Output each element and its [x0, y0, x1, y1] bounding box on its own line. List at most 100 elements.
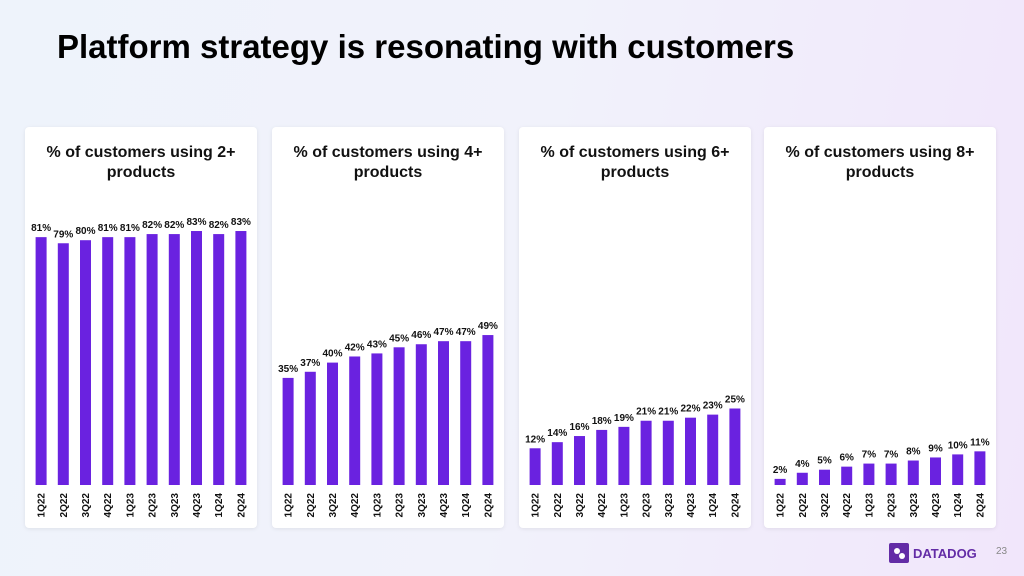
bar	[235, 231, 247, 485]
x-tick-label: 2Q24	[975, 493, 986, 518]
bar	[685, 417, 696, 485]
x-tick-label: 3Q23	[909, 493, 920, 518]
x-tick-label: 1Q23	[619, 493, 630, 518]
bar	[304, 371, 316, 485]
value-label: 47%	[433, 327, 453, 338]
value-label: 5%	[817, 456, 832, 467]
value-label: 7%	[862, 450, 877, 461]
brand-logo: DATADOG	[889, 543, 977, 563]
bar	[213, 234, 225, 485]
chart: 12% 1Q22 14% 2Q22 16% 3Q22 18% 4Q22 19% 1Q23 21% 2Q…	[525, 395, 745, 518]
x-tick-label: 3Q23	[664, 493, 675, 518]
value-label: 47%	[456, 327, 476, 338]
x-tick-label: 1Q23	[864, 493, 875, 518]
chart-title: % of customers using 8+ products	[785, 144, 975, 181]
value-label: 8%	[906, 447, 921, 458]
value-label: 81%	[98, 223, 118, 234]
x-tick-label: 2Q22	[306, 493, 317, 518]
x-tick-label: 2Q24	[730, 493, 741, 518]
bar	[974, 451, 986, 485]
page-number: 23	[996, 546, 1008, 557]
value-label: 83%	[186, 217, 206, 228]
value-label: 82%	[164, 220, 184, 231]
bar	[596, 429, 608, 485]
bar	[80, 240, 91, 485]
x-tick-label: 1Q24	[953, 493, 964, 518]
value-label: 42%	[345, 342, 365, 353]
value-label: 12%	[525, 434, 545, 445]
x-tick-label: 1Q23	[372, 493, 383, 518]
x-tick-label: 4Q23	[686, 493, 697, 518]
bar	[551, 442, 563, 485]
x-tick-label: 2Q24	[236, 493, 247, 518]
value-label: 7%	[884, 450, 899, 461]
bar	[930, 457, 941, 485]
bar	[841, 466, 853, 485]
x-tick-label: 1Q24	[214, 493, 225, 518]
x-tick-label: 3Q23	[417, 493, 428, 518]
bar	[35, 237, 47, 485]
logo-icon	[889, 543, 909, 563]
bar	[819, 469, 830, 485]
bar	[460, 341, 472, 485]
chart: 2% 1Q22 4% 2Q22 5% 3Q22 6% 4Q22 7% 1Q23 7% 2Q23 8% 3Q…	[773, 437, 990, 518]
x-tick-label: 1Q24	[461, 493, 472, 518]
x-tick-label: 1Q24	[708, 493, 719, 518]
chart: 35% 1Q22 37% 2Q22 40% 3Q22 42% 4Q22 43% 1Q23 45% 2Q…	[278, 321, 498, 518]
value-label: 2%	[773, 465, 788, 476]
x-tick-label: 4Q22	[842, 493, 853, 518]
value-label: 21%	[636, 407, 656, 418]
bar	[57, 243, 69, 485]
x-tick-label: 2Q23	[887, 493, 898, 518]
value-label: 23%	[703, 401, 723, 412]
value-label: 79%	[53, 229, 73, 240]
bar	[438, 341, 449, 485]
chart-panel: % of customers using 8+ products 2% 1Q22 4%…	[764, 127, 996, 528]
chart-title: % of customers using 2+ products	[46, 144, 236, 181]
value-label: 37%	[300, 358, 320, 369]
x-tick-label: 3Q22	[575, 493, 586, 518]
x-tick-label: 2Q22	[798, 493, 809, 518]
value-label: 45%	[389, 333, 409, 344]
bar	[640, 420, 652, 485]
slide-title: Platform strategy is resonating with cus…	[57, 28, 795, 65]
bar	[282, 377, 294, 485]
value-label: 11%	[970, 437, 990, 448]
value-label: 21%	[658, 407, 678, 418]
value-label: 81%	[120, 223, 140, 234]
x-tick-label: 1Q23	[125, 493, 136, 518]
brand-text: DATADOG	[913, 545, 977, 561]
bar	[707, 414, 719, 485]
x-tick-label: 4Q23	[192, 493, 203, 518]
x-tick-label: 1Q22	[37, 493, 48, 518]
chart-title: % of customers using 6+ products	[540, 144, 730, 181]
x-tick-label: 2Q24	[483, 493, 494, 518]
x-tick-label: 3Q22	[81, 493, 92, 518]
value-label: 40%	[322, 349, 342, 360]
chart-title: % of customers using 4+ products	[293, 144, 483, 181]
bar	[774, 478, 786, 485]
x-tick-label: 3Q22	[820, 493, 831, 518]
bar	[349, 356, 361, 485]
bar	[907, 460, 919, 485]
value-label: 4%	[795, 459, 810, 470]
value-label: 10%	[948, 440, 968, 451]
x-tick-label: 1Q22	[531, 493, 542, 518]
value-label: 9%	[928, 443, 943, 454]
bar	[168, 234, 180, 485]
value-label: 80%	[75, 226, 95, 237]
x-tick-label: 1Q22	[284, 493, 295, 518]
value-label: 43%	[367, 339, 387, 350]
value-label: 19%	[614, 413, 634, 424]
bar	[124, 237, 136, 485]
bar	[662, 420, 674, 485]
x-tick-label: 4Q23	[931, 493, 942, 518]
value-label: 16%	[569, 422, 589, 433]
chart-panel: % of customers using 6+ products 12% 1Q22 1…	[519, 127, 751, 528]
bar	[729, 408, 741, 485]
value-label: 49%	[478, 321, 498, 332]
x-tick-label: 4Q22	[350, 493, 361, 518]
chart-panel: % of customers using 2+ products 81% 1Q22 7…	[25, 127, 257, 528]
bar	[885, 463, 897, 485]
